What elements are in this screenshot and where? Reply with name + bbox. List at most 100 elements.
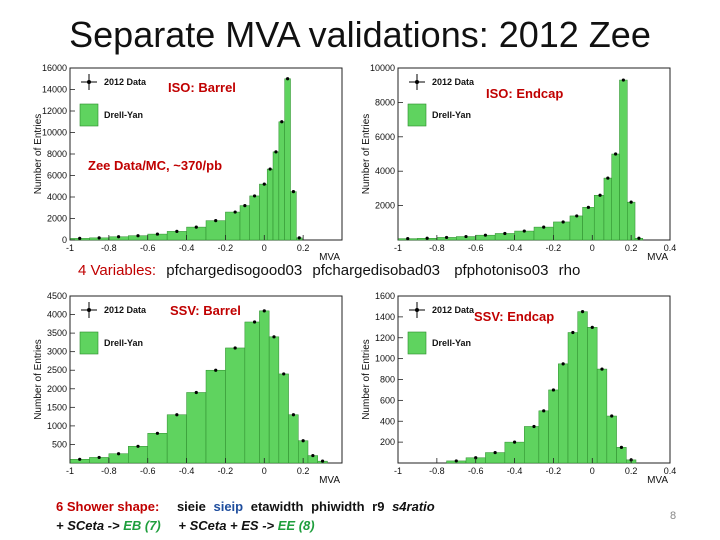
y-tick-label: 1400 bbox=[375, 312, 395, 322]
y-tick-label: 14000 bbox=[42, 85, 67, 95]
data-point bbox=[97, 455, 101, 460]
histogram-bar bbox=[205, 220, 226, 241]
legend-mc-label: Drell-Yan bbox=[104, 110, 143, 120]
data-point bbox=[116, 452, 121, 456]
data-point bbox=[561, 220, 565, 224]
shower-prefix: 6 Shower shape: bbox=[56, 499, 160, 514]
x-tick-label: 0.2 bbox=[625, 466, 638, 476]
y-tick-label: 400 bbox=[380, 416, 395, 426]
x-tick-label: -0.6 bbox=[468, 243, 484, 253]
y-tick-label: 16000 bbox=[42, 63, 67, 73]
y-tick-label: 10000 bbox=[370, 63, 395, 73]
y-tick-label: 2000 bbox=[375, 201, 395, 211]
data-point bbox=[268, 167, 272, 171]
x-tick-label: 0.2 bbox=[297, 466, 310, 476]
legend-data-dot bbox=[87, 80, 91, 84]
iso-endcap-plot: 2000 4000 6000 8000 10000 -1 -0.8 -0.6 -0.4 -0.2 0… bbox=[361, 63, 676, 262]
histogram-bar bbox=[128, 446, 148, 464]
histogram-bar bbox=[205, 369, 226, 464]
histogram-bar bbox=[259, 310, 270, 464]
y-axis-label: Number of Entries bbox=[33, 114, 44, 195]
y-tick-label: 1200 bbox=[375, 333, 395, 343]
y-tick-label: 4500 bbox=[47, 291, 67, 301]
data-point bbox=[621, 78, 625, 82]
data-point bbox=[542, 225, 546, 229]
data-point bbox=[512, 440, 517, 444]
data-point bbox=[233, 210, 237, 214]
x-tick-label: -0.6 bbox=[140, 466, 156, 476]
legend-mc-label: Drell-Yan bbox=[432, 338, 471, 348]
variables-prefix: 4 Variables: bbox=[78, 262, 157, 279]
x-tick-label: -1 bbox=[394, 243, 402, 253]
x-tick-label: -0.2 bbox=[218, 243, 234, 253]
x-tick-label: -0.8 bbox=[429, 243, 445, 253]
x-tick-label: 0.4 bbox=[664, 466, 677, 476]
y-tick-label: 2500 bbox=[47, 365, 67, 375]
data-point bbox=[282, 372, 286, 376]
histogram-bar bbox=[616, 447, 627, 464]
x-tick-label: -0.4 bbox=[507, 466, 523, 476]
histogram-bar bbox=[533, 226, 554, 241]
histogram-bar bbox=[524, 426, 540, 464]
histogram-bar bbox=[577, 311, 588, 464]
var-2: pfphotoniso03 bbox=[454, 262, 549, 279]
x-tick-label: -0.8 bbox=[101, 466, 117, 476]
y-tick-label: 3000 bbox=[47, 347, 67, 357]
x-tick-label: 0 bbox=[590, 243, 595, 253]
data-point bbox=[214, 368, 218, 372]
y-tick-label: 1000 bbox=[375, 354, 395, 364]
data-point bbox=[575, 214, 579, 218]
legend-mc-swatch bbox=[407, 103, 427, 127]
x-tick-label: -1 bbox=[394, 466, 402, 476]
legend-data-label: 2012 Data bbox=[432, 77, 475, 87]
data-point bbox=[175, 229, 179, 233]
legend-data-label: 2012 Data bbox=[104, 77, 147, 87]
slide-title: Separate MVA validations: 2012 Zee bbox=[69, 14, 651, 55]
data-point bbox=[175, 413, 179, 417]
x-tick-label: -0.8 bbox=[429, 466, 445, 476]
x-axis-label: MVA bbox=[647, 475, 668, 485]
data-point bbox=[600, 367, 604, 371]
legend-mc-swatch bbox=[79, 331, 99, 355]
histogram-bar bbox=[587, 327, 598, 464]
y-tick-label: 12000 bbox=[42, 106, 67, 116]
histogram-bar bbox=[272, 151, 280, 241]
legend-data-dot bbox=[415, 80, 419, 84]
histogram-bar bbox=[603, 177, 612, 241]
histogram-bar bbox=[244, 321, 260, 464]
eb-label: EB (7) bbox=[123, 518, 161, 533]
data-point bbox=[272, 335, 276, 339]
histogram-bar bbox=[266, 168, 274, 241]
histogram-bar bbox=[249, 195, 260, 241]
data-point bbox=[483, 233, 488, 237]
y-tick-label: 4000 bbox=[47, 310, 67, 320]
data-point bbox=[252, 194, 257, 198]
data-point bbox=[78, 457, 82, 461]
legend-mc-label: Drell-Yan bbox=[432, 110, 471, 120]
x-tick-label: -0.2 bbox=[546, 243, 562, 253]
shower-var-4: r9 bbox=[372, 499, 385, 514]
data-point bbox=[561, 362, 565, 366]
histogram-bar bbox=[259, 183, 268, 241]
y-tick-label: 8000 bbox=[47, 149, 67, 159]
data-point bbox=[522, 229, 526, 233]
histogram-bar bbox=[239, 205, 250, 241]
histogram-bar bbox=[278, 373, 289, 464]
data-point bbox=[610, 414, 614, 418]
legend-data-dot bbox=[415, 308, 419, 312]
histogram-bar bbox=[611, 153, 620, 241]
shower-var-0: sieie bbox=[176, 499, 206, 514]
data-point bbox=[444, 235, 449, 240]
data-point bbox=[136, 234, 140, 238]
data-point bbox=[243, 204, 247, 208]
data-point bbox=[291, 413, 296, 417]
legend-mc-swatch bbox=[407, 331, 427, 355]
data-point bbox=[629, 200, 633, 204]
x-tick-label: 0 bbox=[590, 466, 595, 476]
y-tick-label: 800 bbox=[380, 375, 395, 385]
y-tick-label: 1000 bbox=[47, 421, 67, 431]
ee-label: EE (8) bbox=[277, 518, 315, 533]
x-tick-label: 0 bbox=[262, 243, 267, 253]
x-axis-label: MVA bbox=[319, 252, 340, 262]
x-tick-label: -0.6 bbox=[140, 243, 156, 253]
